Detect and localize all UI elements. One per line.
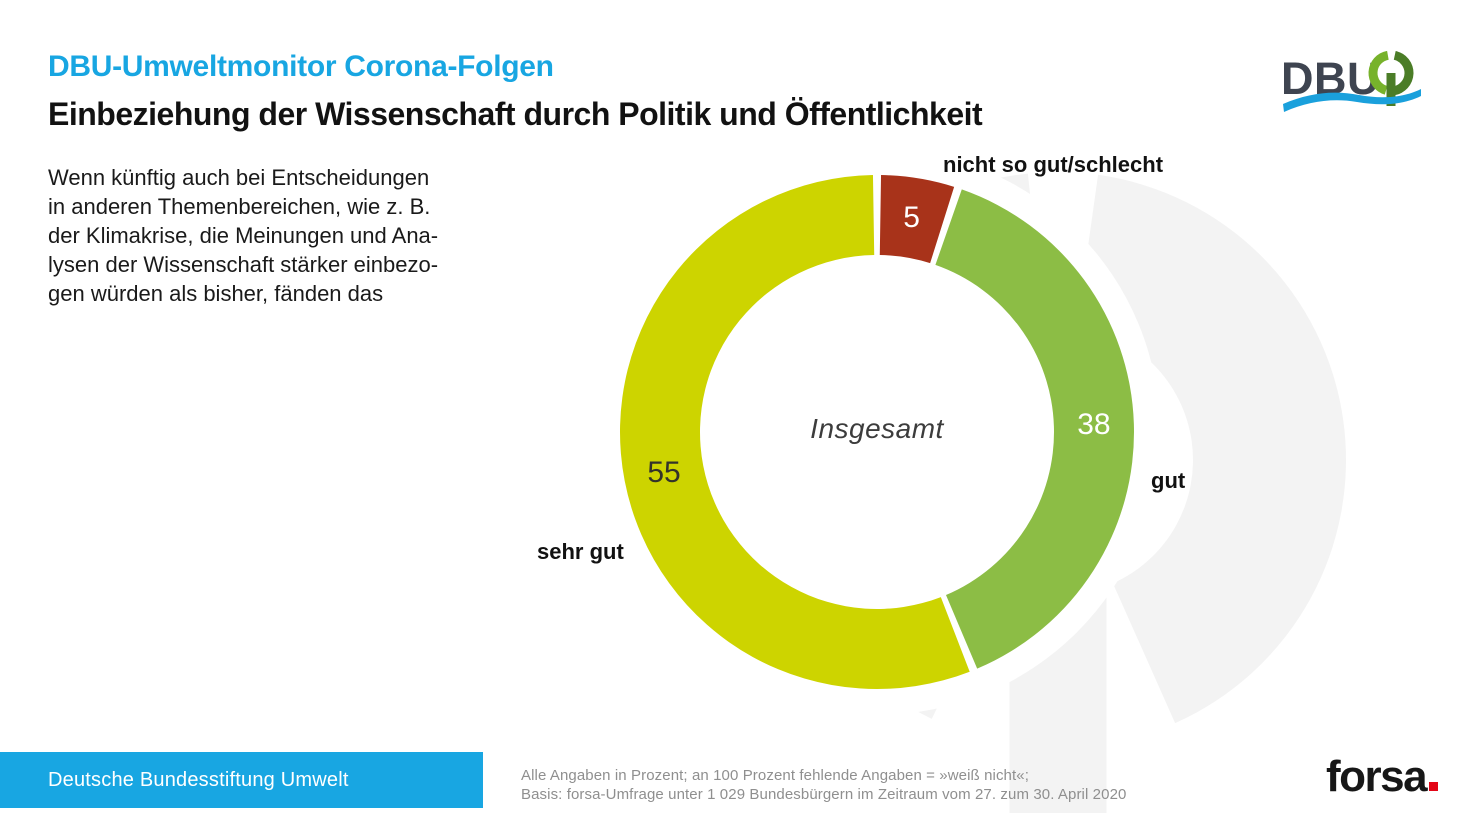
forsa-dot-icon: [1429, 782, 1439, 791]
footnote-line-1: Alle Angaben in Prozent; an 100 Prozent …: [521, 767, 1029, 784]
dbu-wave-icon: [1283, 89, 1421, 112]
forsa-logo: forsa: [1326, 752, 1439, 802]
segment-label-sehr-gut: sehr gut: [537, 539, 624, 564]
page-title: Einbeziehung der Wissenschaft durch Poli…: [48, 96, 983, 132]
segment-value-2: 55: [647, 456, 681, 490]
segment-label-gut: gut: [1151, 468, 1186, 493]
segment-value-0: 5: [903, 200, 920, 234]
logo-arc-light: [1368, 50, 1389, 95]
segment-label-nicht-so-gut: nicht so gut/schlecht: [943, 152, 1164, 177]
watermark-arc-right: [1076, 174, 1346, 724]
kicker-title: DBU-Umweltmonitor Corona-Folgen: [48, 50, 554, 83]
dbu-logo: DBU: [1281, 50, 1421, 112]
donut-segment-0: [879, 175, 955, 264]
footer-bar: Deutsche Bundesstiftung Umwelt: [0, 752, 483, 808]
dbu-tree-icon: [1368, 50, 1414, 106]
donut-segments: [619, 175, 1134, 689]
donut-segment-2: [619, 175, 970, 689]
donut-segment-1: [935, 189, 1134, 669]
organization-name: Deutsche Bundesstiftung Umwelt: [48, 768, 349, 791]
forsa-logo-text: forsa: [1326, 752, 1428, 801]
logo-trunk: [1386, 73, 1396, 106]
donut-center-label: Insgesamt: [810, 413, 944, 444]
footnote-line-2: Basis: forsa-Umfrage unter 1 029 Bundesb…: [521, 786, 1127, 803]
logo-arc-dark: [1392, 50, 1414, 96]
segment-value-1: 38: [1077, 408, 1111, 442]
intro-paragraph: Wenn künftig auch bei Entscheidungen in …: [48, 165, 439, 306]
